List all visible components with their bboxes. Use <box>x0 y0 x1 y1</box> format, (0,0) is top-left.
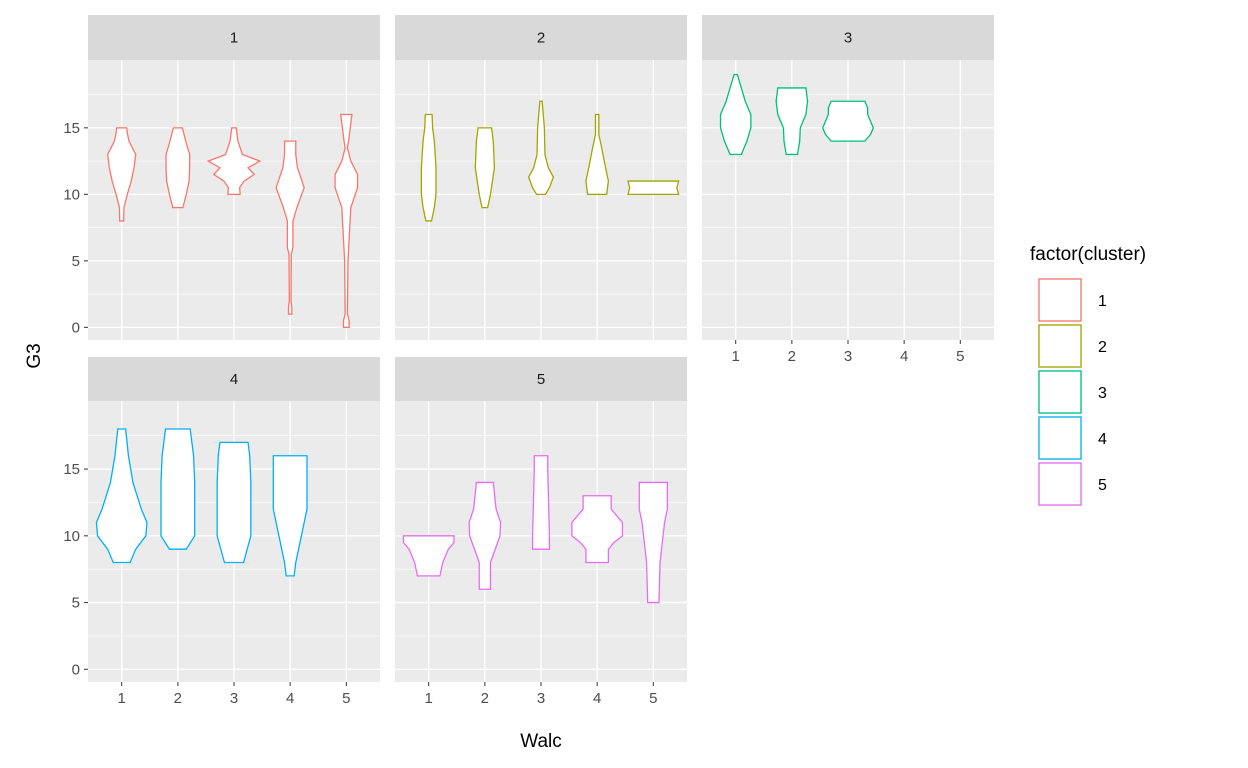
facet-strip <box>88 357 380 401</box>
legend-label: 3 <box>1098 385 1107 402</box>
y-tick-label: 10 <box>63 528 80 545</box>
legend-swatch <box>1038 416 1082 460</box>
violin-walc-5 <box>638 481 668 604</box>
violin-walc-3 <box>216 441 252 564</box>
violin-walc-1 <box>95 428 148 564</box>
x-tick-label: 4 <box>900 348 908 365</box>
x-tick-label: 2 <box>174 690 182 707</box>
violin-walc-1 <box>106 127 137 222</box>
violin-walc-3 <box>206 127 262 195</box>
violin-walc-5 <box>334 113 359 329</box>
x-tick-label: 5 <box>649 690 657 707</box>
violin-walc-3 <box>527 100 555 195</box>
x-tick-label: 1 <box>118 690 126 707</box>
facet-strip <box>395 357 687 401</box>
x-tick-label: 1 <box>732 348 740 365</box>
x-tick-label: 5 <box>342 690 350 707</box>
x-tick-label: 5 <box>956 348 964 365</box>
facet-strip <box>702 15 994 60</box>
legend-title: factor(cluster) <box>1030 244 1146 265</box>
x-axis-title: Walc <box>520 731 562 752</box>
violin-walc-3 <box>531 455 551 550</box>
violin-walc-2 <box>474 127 496 209</box>
violin-walc-2 <box>165 127 191 209</box>
violin-walc-4 <box>571 495 624 564</box>
x-tick-label: 2 <box>788 348 796 365</box>
violin-walc-5 <box>627 180 680 195</box>
legend-label: 2 <box>1098 339 1107 356</box>
x-tick-label: 4 <box>593 690 601 707</box>
panel-5: 5 1 2 3 4 5 <box>395 357 687 707</box>
violin-walc-4 <box>275 140 305 315</box>
legend-swatch <box>1038 324 1082 368</box>
violin-walc-2 <box>775 87 809 156</box>
panel-4: 4 0 5 10 15 1 2 3 4 5 <box>63 357 380 707</box>
violin-walc-3 <box>822 100 874 142</box>
x-tick-label: 1 <box>425 690 433 707</box>
y-tick-label: 5 <box>72 595 80 612</box>
panel-2: 2 <box>395 15 687 340</box>
violin-walc-1 <box>719 73 752 156</box>
x-tick-label: 3 <box>537 690 545 707</box>
facet-strip-label: 2 <box>537 30 545 47</box>
y-tick-label: 5 <box>72 253 80 270</box>
violin-walc-2 <box>160 428 196 550</box>
legend-label: 4 <box>1098 431 1107 448</box>
legend-label: 1 <box>1098 293 1107 310</box>
facet-strip-label: 5 <box>537 371 545 388</box>
facet-strip <box>395 15 687 60</box>
y-tick-label: 15 <box>63 461 80 478</box>
y-axis-title: G3 <box>24 343 45 368</box>
facet-strip-label: 1 <box>230 30 238 47</box>
y-tick-label: 0 <box>72 319 80 336</box>
violin-walc-4 <box>585 113 610 195</box>
violin-walc-1 <box>402 535 455 577</box>
legend-swatch <box>1038 278 1082 322</box>
x-tick-label: 4 <box>286 690 294 707</box>
facet-strip <box>88 15 380 60</box>
legend-swatch <box>1038 462 1082 506</box>
legend: 1 2 3 4 5 <box>1038 278 1107 506</box>
violin-walc-1 <box>420 113 437 222</box>
panel-3: 3 1 2 3 4 5 <box>702 15 994 365</box>
x-tick-label: 3 <box>844 348 852 365</box>
facet-strip-label: 4 <box>230 371 238 388</box>
violin-walc-4 <box>272 455 308 577</box>
violin-walc-2 <box>468 481 502 590</box>
facet-strip-label: 3 <box>844 30 852 47</box>
x-tick-label: 2 <box>481 690 489 707</box>
legend-swatch <box>1038 370 1082 414</box>
y-tick-label: 10 <box>63 186 80 203</box>
y-tick-label: 15 <box>63 120 80 137</box>
legend-label: 5 <box>1098 477 1107 494</box>
x-tick-label: 3 <box>230 690 238 707</box>
y-tick-label: 0 <box>72 661 80 678</box>
